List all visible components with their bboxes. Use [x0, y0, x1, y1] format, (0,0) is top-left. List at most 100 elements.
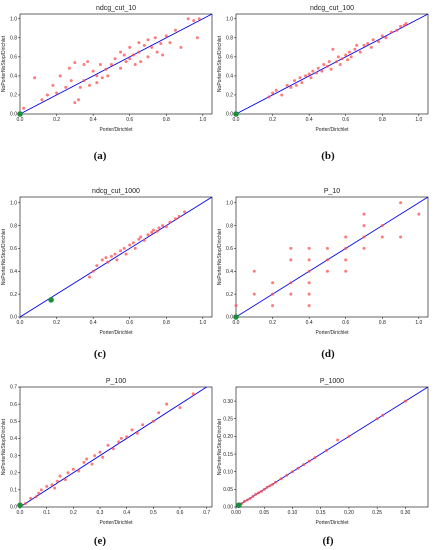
y-tick-label: 0.4 — [10, 74, 17, 80]
data-point — [39, 488, 43, 492]
data-point — [173, 217, 177, 221]
x-tick-label: 0.3 — [97, 510, 104, 516]
x-tick-label: 0.00 — [231, 510, 241, 516]
x-tick-label: 0.25 — [372, 510, 382, 516]
subfigure-label-e: (e) — [93, 535, 107, 547]
data-point — [254, 492, 258, 496]
data-point — [335, 60, 339, 64]
data-point — [58, 74, 62, 78]
data-point — [349, 55, 353, 59]
y-tick-label: 0.00 — [223, 505, 233, 511]
data-point — [168, 41, 172, 45]
data-point — [91, 69, 95, 73]
data-point — [331, 47, 335, 51]
data-point — [150, 45, 154, 49]
scatter-panel-p-1000: P_1000 0.00 0.05 0.10 0.15 0.20 0.25 0.30 0.00 0.… — [217, 378, 429, 526]
data-point — [375, 417, 379, 421]
panel-title: P_10 — [324, 188, 340, 195]
x-axis-label: Porter/Dirichlet — [315, 520, 349, 526]
data-point — [128, 57, 132, 61]
data-point — [137, 237, 141, 241]
x-tick-label: 0.4 — [90, 117, 97, 123]
x-tick-label: 0.6 — [126, 117, 133, 123]
data-point — [314, 71, 318, 75]
y-tick-label: 1.0 — [10, 16, 17, 22]
data-point — [344, 246, 348, 250]
data-point — [106, 260, 110, 264]
y-axis-label: NoPorterNoStop/Dirichlet — [217, 418, 223, 475]
y-tick-label: 0.4 — [226, 74, 233, 80]
data-point — [395, 28, 399, 32]
data-point — [119, 50, 123, 54]
data-point — [274, 88, 278, 92]
data-point — [347, 50, 351, 54]
x-tick-label: 1.0 — [199, 117, 206, 123]
data-point — [122, 246, 126, 250]
y-tick-label: 0.6 — [10, 402, 17, 408]
data-point — [106, 443, 110, 447]
origin-marker — [48, 297, 54, 303]
data-point — [125, 435, 129, 439]
data-point — [307, 292, 311, 296]
data-point — [146, 38, 150, 42]
y-tick-label: 0.20 — [223, 434, 233, 440]
x-axis-label: Porter/Dirichlet — [99, 330, 133, 336]
x-tick-label: 0.2 — [269, 117, 276, 123]
data-point — [404, 22, 408, 26]
data-point — [336, 438, 340, 442]
data-point — [399, 24, 403, 28]
data-point — [307, 258, 311, 262]
x-axis-label: Porter/Dirichlet — [315, 330, 349, 336]
data-point — [45, 93, 49, 97]
panel-title: P_100 — [106, 378, 126, 385]
data-point — [303, 74, 307, 78]
data-point — [417, 212, 421, 216]
data-point — [344, 269, 348, 273]
data-point — [183, 210, 187, 214]
data-point — [344, 235, 348, 239]
panel-title: ndcg_cut_10 — [96, 5, 136, 12]
data-point — [95, 81, 99, 85]
data-point — [95, 264, 99, 268]
data-point — [151, 228, 155, 232]
data-point — [146, 233, 150, 237]
data-point — [137, 50, 141, 54]
data-point — [338, 62, 342, 66]
data-point — [159, 42, 163, 46]
x-tick-label: 0.15 — [316, 510, 326, 516]
data-point — [106, 74, 110, 78]
x-tick-label: 0.8 — [379, 320, 386, 326]
data-point — [267, 95, 271, 99]
data-point — [324, 449, 328, 453]
data-point — [98, 450, 102, 454]
y-tick-label: 0.2 — [10, 470, 17, 476]
data-point — [82, 62, 86, 66]
data-point — [384, 36, 388, 40]
data-point — [389, 30, 393, 34]
x-tick-label: 0.0 — [233, 320, 240, 326]
data-point — [131, 241, 135, 245]
x-tick-label: 0.2 — [269, 320, 276, 326]
data-point — [128, 45, 132, 49]
data-point — [362, 212, 366, 216]
x-axis-label: Porter/Dirichlet — [99, 520, 133, 526]
data-point — [142, 238, 146, 242]
y-axis-label: NoPorterNoStop/Dirichlet — [1, 228, 7, 285]
data-point — [22, 106, 26, 110]
data-point — [403, 399, 407, 403]
data-point — [55, 479, 59, 483]
data-point — [85, 457, 89, 461]
plot-frame — [19, 196, 213, 318]
y-tick-label: 0.3 — [10, 453, 17, 459]
origin-marker — [17, 111, 23, 117]
data-point — [311, 69, 315, 73]
data-point — [377, 40, 381, 44]
subfigure-label-a: (a) — [93, 150, 107, 162]
data-point — [157, 411, 161, 415]
y-tick-label: 0.30 — [223, 399, 233, 405]
origin-marker — [236, 502, 242, 509]
data-point — [296, 466, 300, 470]
data-point — [178, 406, 182, 410]
y-axis-label: NoPorterNoStop/Dirichlet — [1, 35, 7, 92]
data-point — [73, 61, 77, 65]
